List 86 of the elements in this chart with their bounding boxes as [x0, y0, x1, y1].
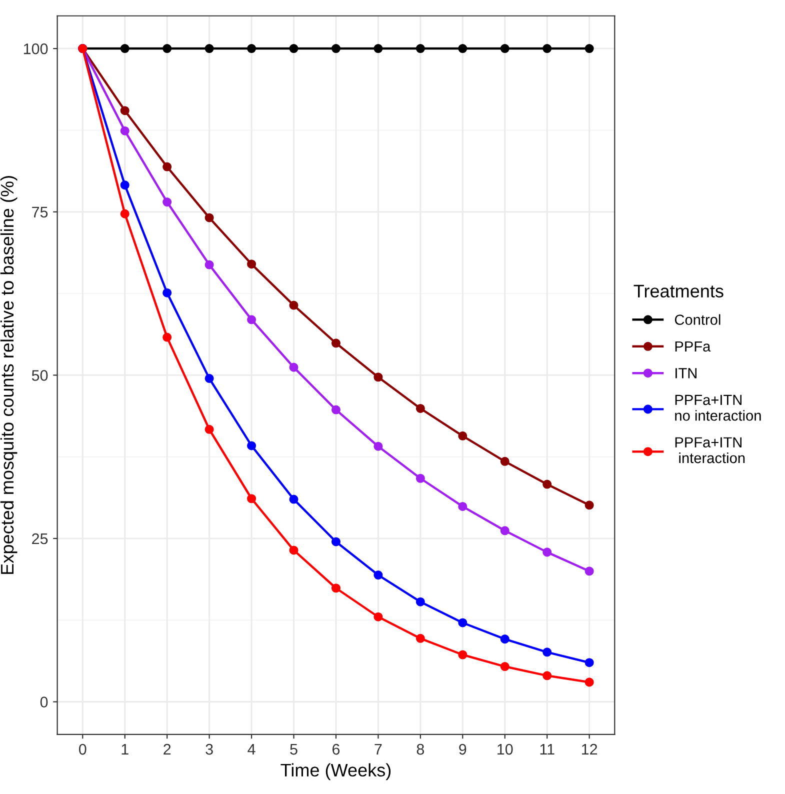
point — [247, 44, 256, 54]
point — [204, 44, 214, 54]
point — [416, 44, 425, 54]
x-tick-label: 12 — [582, 744, 598, 755]
legend-label: Control — [674, 314, 720, 325]
point — [542, 671, 552, 680]
point — [204, 374, 214, 383]
point — [500, 44, 510, 54]
point — [120, 209, 130, 218]
point — [204, 424, 214, 434]
point — [331, 44, 340, 54]
point — [374, 442, 383, 451]
legend-label: PPFa+ITN no interaction — [675, 394, 761, 421]
point — [374, 44, 383, 54]
x-tick-label: 8 — [416, 744, 424, 755]
point — [542, 44, 552, 54]
point — [120, 106, 130, 116]
point — [289, 44, 298, 54]
point — [120, 44, 130, 54]
y-tick-label: 50 — [32, 370, 48, 381]
point — [542, 648, 552, 657]
x-tick-label: 4 — [248, 744, 256, 755]
point — [120, 126, 130, 136]
point — [162, 288, 172, 298]
legend-label: ITN — [676, 368, 696, 378]
x-tick-label: 5 — [290, 744, 298, 755]
point — [458, 650, 468, 660]
point — [162, 198, 172, 207]
point — [500, 456, 510, 466]
point — [162, 162, 172, 172]
point — [584, 658, 594, 668]
point — [416, 404, 425, 413]
point — [247, 441, 256, 450]
point — [331, 405, 340, 414]
x-tick-label: 9 — [459, 744, 466, 755]
point — [120, 180, 130, 190]
x-tick-label: 11 — [540, 744, 554, 755]
point — [584, 500, 594, 510]
point — [247, 315, 256, 324]
point — [289, 362, 298, 372]
point — [204, 213, 214, 222]
y-tick-label: 25 — [32, 533, 48, 544]
point — [247, 260, 256, 269]
point — [331, 338, 340, 348]
x-tick-label: 0 — [78, 744, 86, 755]
point — [204, 260, 214, 270]
point — [458, 44, 468, 54]
point — [542, 480, 552, 489]
point — [500, 662, 510, 672]
point — [416, 474, 425, 483]
point — [584, 566, 594, 576]
point — [416, 597, 425, 606]
x-tick-label: 1 — [122, 744, 128, 755]
legend-title: Treatments — [634, 284, 724, 298]
point — [162, 332, 172, 342]
point — [458, 502, 468, 511]
point — [584, 44, 594, 54]
x-axis-title: Time (Weeks) — [280, 763, 391, 780]
point — [289, 546, 298, 555]
y-tick-label: 75 — [32, 206, 48, 218]
legend-label: PPFa+ITN interaction — [675, 437, 745, 464]
point — [247, 494, 256, 504]
y-tick-label: 0 — [40, 696, 48, 708]
point — [458, 431, 468, 440]
point — [331, 537, 340, 546]
point — [374, 372, 383, 382]
point — [289, 494, 298, 504]
point — [542, 548, 552, 557]
x-tick-label: 6 — [332, 744, 340, 755]
x-tick-label: 7 — [374, 744, 382, 755]
point — [331, 584, 340, 593]
point — [374, 612, 383, 622]
point — [289, 300, 298, 310]
y-tick-label: 100 — [24, 43, 48, 54]
point — [162, 44, 172, 54]
point — [416, 634, 425, 643]
x-tick-label: 10 — [498, 744, 513, 755]
point — [458, 618, 468, 628]
point — [584, 678, 594, 687]
point — [500, 634, 510, 644]
legend-label: PPFa — [675, 341, 711, 352]
point — [500, 526, 510, 536]
y-axis-title: Expected mosquito counts relative to baseline (%) — [0, 176, 18, 574]
x-tick-label: 2 — [164, 744, 171, 755]
x-tick-label: 3 — [206, 744, 213, 755]
point — [374, 570, 383, 580]
